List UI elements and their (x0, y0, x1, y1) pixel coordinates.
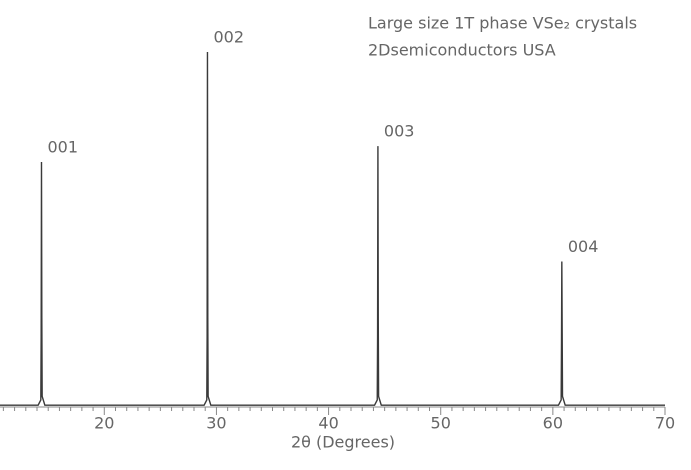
peak-label: 001 (47, 138, 78, 157)
xrd-line (0, 51, 665, 406)
chart-subtitle: 2Dsemiconductors USA (368, 41, 556, 60)
x-tick-label: 50 (431, 414, 451, 433)
peak-label: 003 (384, 122, 415, 141)
x-tick-label: 30 (206, 414, 226, 433)
peak-label: 002 (213, 28, 244, 47)
x-tick-label: 20 (94, 414, 114, 433)
x-axis-label: 2θ (Degrees) (291, 433, 395, 452)
x-tick-label: 70 (655, 414, 675, 433)
peak-label: 004 (568, 237, 599, 256)
x-tick-label: 40 (318, 414, 338, 433)
chart-title: Large size 1T phase VSe₂ crystals (368, 14, 637, 33)
x-tick-label: 60 (543, 414, 563, 433)
